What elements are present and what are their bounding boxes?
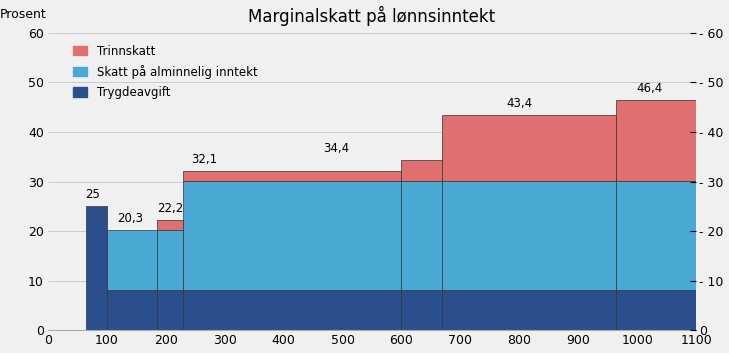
Bar [442,289,616,330]
Text: 43,4: 43,4 [507,97,532,110]
Bar [442,115,616,180]
Text: 34,4: 34,4 [324,142,350,155]
Title: Marginalskatt på lønnsinntekt: Marginalskatt på lønnsinntekt [249,6,496,26]
Bar [157,289,184,330]
Legend: Trinnskatt, Skatt på alminnelig inntekt, Trygdeavgift: Trinnskatt, Skatt på alminnelig inntekt,… [74,44,257,99]
Bar [157,229,184,289]
Bar [107,289,157,330]
Bar [401,180,442,289]
Bar [401,160,442,180]
Bar [442,180,616,289]
Bar [616,100,696,180]
Text: 22,2: 22,2 [157,202,183,215]
Bar [616,180,696,289]
Bar [157,220,184,229]
Bar [616,289,696,330]
Bar [86,206,107,330]
Bar [184,171,401,180]
Bar [107,229,157,289]
Text: 46,4: 46,4 [636,82,662,95]
Text: 20,3: 20,3 [117,212,144,225]
Text: Prosent: Prosent [0,8,46,21]
Bar [401,289,442,330]
Bar [184,180,401,289]
Text: 32,1: 32,1 [191,153,217,166]
Bar [184,289,401,330]
Text: 25: 25 [85,189,100,201]
